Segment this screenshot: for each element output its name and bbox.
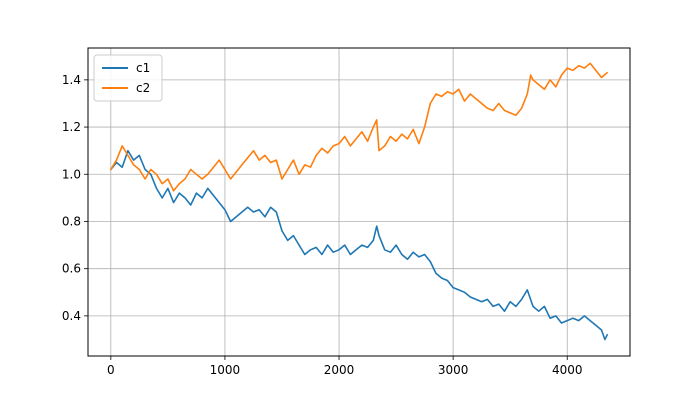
series-line-c1 (110, 149, 609, 341)
plot-frame (87, 47, 631, 357)
series-lines (110, 62, 609, 341)
x-tick-label: 2000 (324, 363, 355, 377)
legend-label-c2: c2 (136, 81, 150, 95)
y-tick-label: 1.0 (62, 167, 81, 181)
y-tick-label: 0.4 (62, 309, 81, 323)
plot-background (88, 48, 630, 356)
y-tick-label: 0.8 (62, 214, 81, 228)
legend-box (93, 54, 163, 102)
x-tick-label: 1000 (210, 363, 241, 377)
x-tick-label: 0 (107, 363, 115, 377)
grid (88, 48, 630, 356)
series-line-c2 (110, 62, 609, 192)
axis-ticks: 0 1000 2000 3000 4000 0.4 0.6 0.8 1.0 1.2 1.4 (62, 73, 583, 377)
y-tick-label: 0.6 (62, 262, 81, 276)
legend-label-c1: c1 (136, 61, 150, 75)
x-tick-label: 3000 (438, 363, 469, 377)
y-tick-label: 1.4 (62, 73, 81, 87)
x-tick-label: 4000 (552, 363, 583, 377)
y-tick-label: 1.2 (62, 120, 81, 134)
